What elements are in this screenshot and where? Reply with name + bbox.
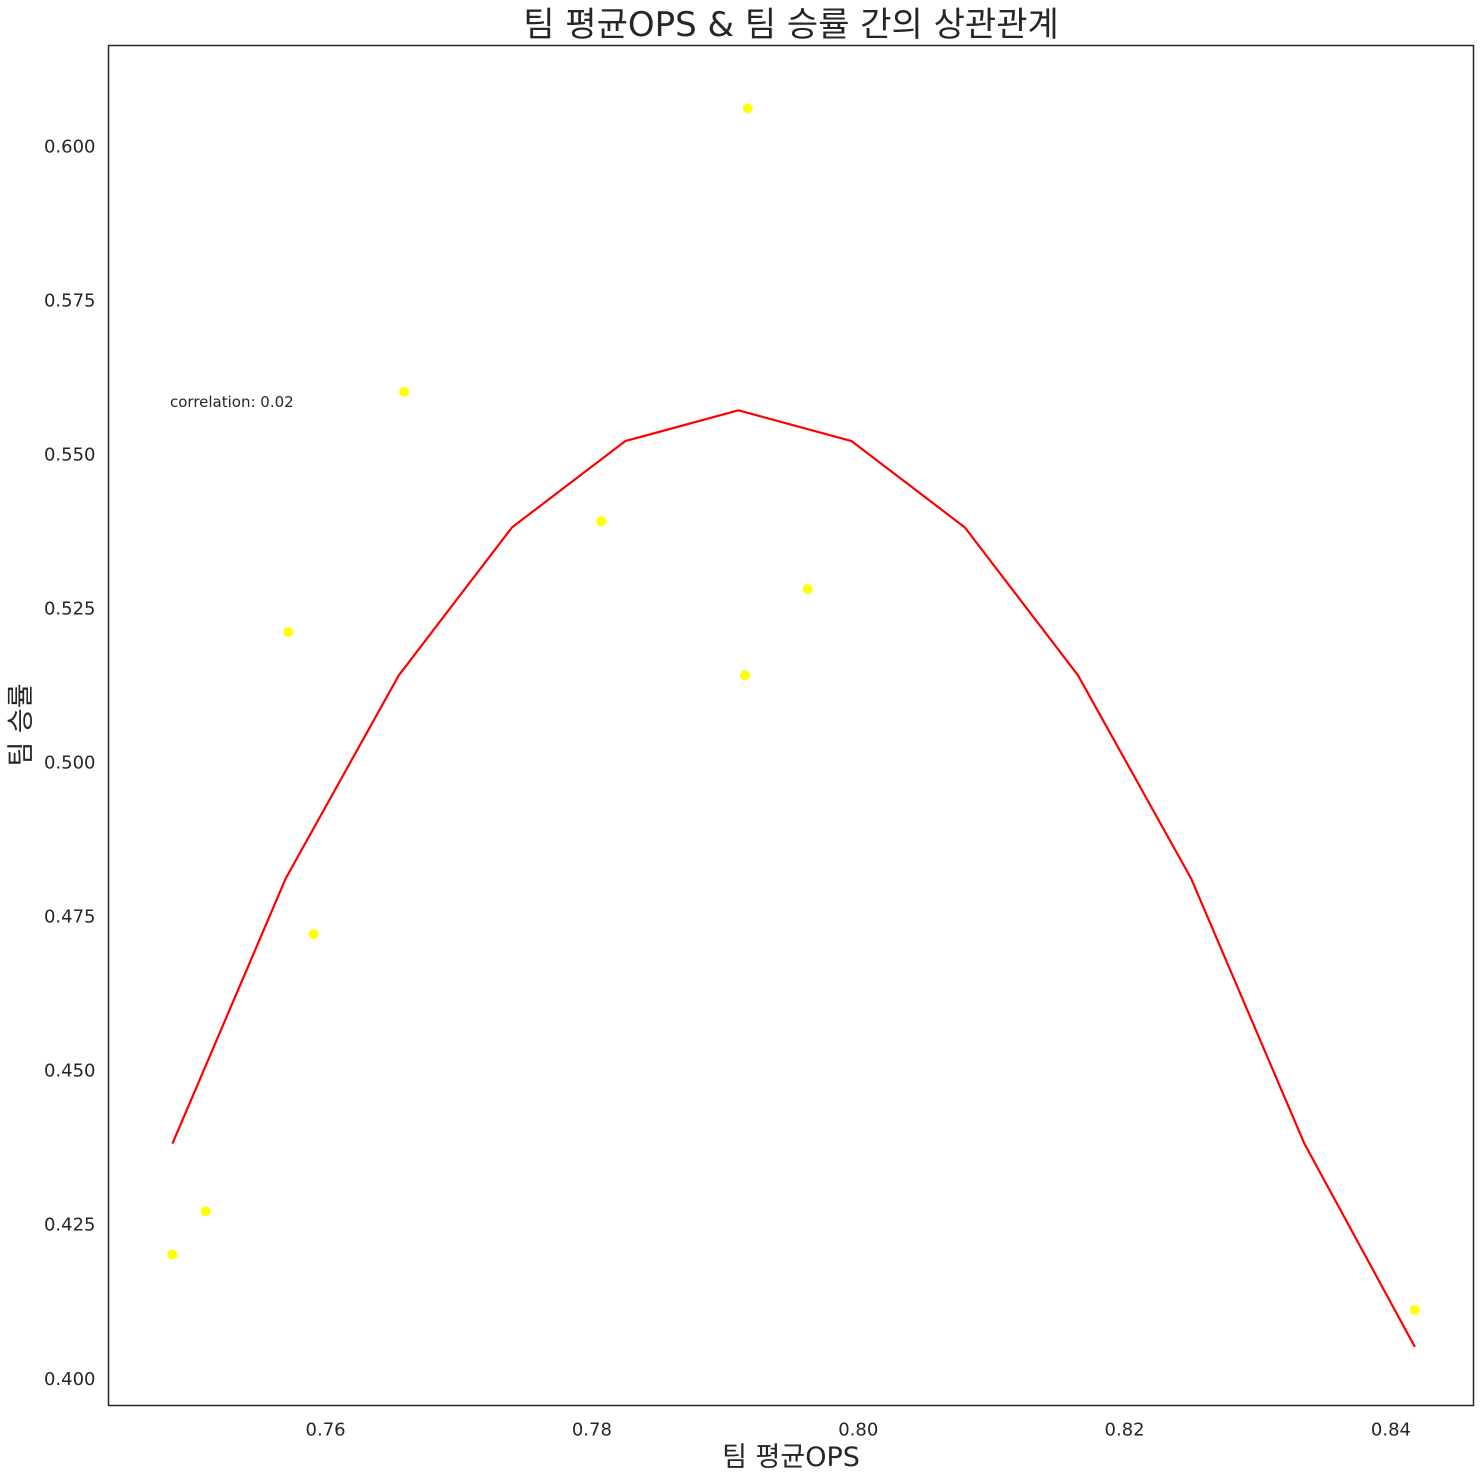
- y-tick-label: 0.575: [44, 290, 96, 311]
- scatter-point: [200, 1206, 211, 1217]
- scatter-point: [399, 386, 410, 397]
- x-axis-ticks: 0.76 0.78 0.80 0.82 0.84: [306, 1420, 1411, 1441]
- regression-fit-line: [171, 409, 1416, 1348]
- y-tick-label: 0.600: [44, 136, 96, 157]
- y-axis-ticks: 0.400 0.425 0.450 0.475 0.500 0.525 0.550 0.575…: [44, 136, 96, 1389]
- y-tick-label: 0.450: [44, 1061, 96, 1082]
- y-axis-label: 팀 승률: [6, 683, 37, 766]
- scatter-point: [596, 516, 607, 527]
- y-tick-label: 0.525: [44, 598, 96, 619]
- y-tick-label: 0.425: [44, 1215, 96, 1236]
- x-tick-label: 0.82: [1105, 1420, 1145, 1441]
- scatter-point: [167, 1249, 178, 1260]
- chart-title: 팀 평균OPS & 팀 승률 간의 상관관계: [523, 5, 1059, 45]
- scatter-point: [308, 929, 319, 940]
- plot-frame: [107, 44, 1475, 1407]
- scatter-point: [742, 103, 753, 114]
- x-tick-label: 0.76: [306, 1420, 346, 1441]
- y-tick-label: 0.400: [44, 1369, 96, 1390]
- x-tick-label: 0.80: [838, 1420, 878, 1441]
- scatter-point: [283, 627, 294, 638]
- scatter-point: [802, 584, 813, 595]
- y-tick-label: 0.550: [44, 444, 96, 465]
- scatter-point: [740, 670, 751, 681]
- y-tick-label: 0.475: [44, 907, 96, 928]
- y-tick-label: 0.500: [44, 753, 96, 774]
- x-axis-label: 팀 평균OPS: [722, 1442, 860, 1473]
- correlation-annotation: correlation: 0.02: [170, 393, 294, 411]
- x-tick-label: 0.84: [1371, 1420, 1411, 1441]
- plot-area: [167, 103, 1420, 1348]
- x-tick-label: 0.78: [572, 1420, 612, 1441]
- scatter-point: [1409, 1304, 1420, 1315]
